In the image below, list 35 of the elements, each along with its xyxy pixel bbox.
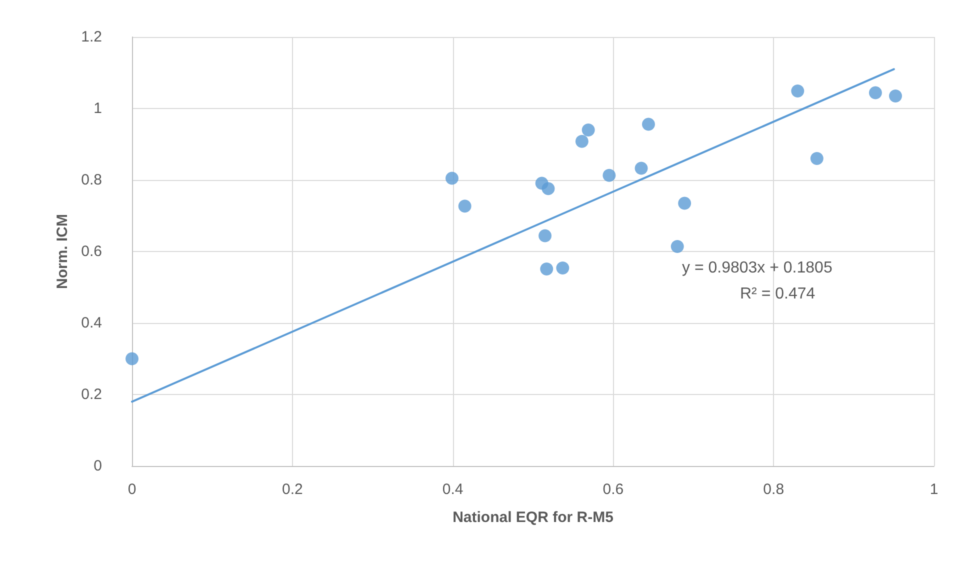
x-axis-title: National EQR for R-M5: [452, 509, 614, 526]
y-tick-label: 0.4: [81, 314, 102, 332]
point: [634, 162, 648, 175]
point: [458, 200, 472, 213]
annotation: R² = 0.474: [740, 286, 816, 302]
point: [642, 118, 655, 131]
y-tick-label: 0.6: [81, 243, 102, 260]
point: [810, 152, 824, 166]
x-tick-label: 1: [930, 481, 938, 498]
point: [582, 123, 595, 136]
point: [538, 229, 552, 242]
point: [126, 352, 138, 366]
x-tick-label: 0: [128, 481, 136, 498]
x-tick-label: 0.2: [282, 481, 303, 498]
point: [556, 261, 570, 274]
point: [889, 89, 902, 102]
point: [542, 182, 555, 196]
point: [575, 134, 588, 148]
point: [670, 240, 684, 253]
y-tick-label: 0: [94, 458, 102, 474]
y-tick-label: 0.8: [81, 172, 102, 188]
y-tick-label: 1: [94, 100, 102, 117]
x-tick-label: 0.8: [763, 481, 784, 498]
y-tick-label: 1.2: [81, 28, 102, 46]
point: [678, 196, 692, 210]
annotation: y = 0.9803x + 0.1805: [682, 260, 832, 276]
x-tick-label: 0.6: [602, 481, 624, 498]
x-tick-label: 0.4: [442, 481, 464, 498]
point: [540, 262, 554, 276]
point: [602, 168, 616, 182]
y-tick-label: 0.2: [81, 386, 102, 403]
point: [791, 84, 804, 98]
y-axis-title: Norm. ICM: [54, 214, 71, 289]
point: [446, 172, 458, 185]
point: [868, 86, 882, 100]
